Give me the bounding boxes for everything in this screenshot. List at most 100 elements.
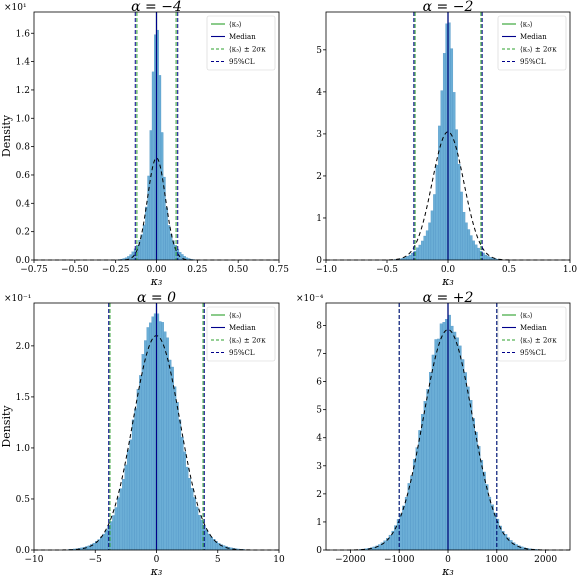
histogram-bar	[207, 533, 211, 551]
x-tick-label: 0.00	[146, 265, 166, 275]
histogram-bar	[180, 437, 184, 551]
y-tick-label: 6	[316, 378, 322, 388]
histogram-bar	[474, 244, 478, 261]
histogram-bar	[197, 515, 201, 551]
histogram-bar	[430, 210, 434, 261]
legend-entry: 95%CL	[520, 58, 546, 66]
panel-title: α = −2	[423, 0, 474, 15]
histogram-bar	[437, 338, 441, 551]
y-tick-label: 3	[316, 130, 322, 140]
x-tick-label: 0.25	[187, 265, 207, 275]
legend-box	[497, 15, 567, 71]
histogram-bar	[122, 479, 125, 551]
histogram-bar	[431, 354, 435, 551]
histogram-bar	[102, 533, 106, 551]
histogram-bar	[440, 90, 444, 261]
y-tick-label: 1	[316, 214, 322, 224]
histogram-bar	[474, 431, 478, 551]
x-tick-label: −5	[89, 555, 103, 565]
y-axis-label: Density	[0, 405, 13, 448]
histogram-bar	[450, 48, 454, 261]
histogram-bar	[482, 471, 486, 551]
legend: ⟨κ₃⟩ Median ⟨κ₃⟩ ± 2σκ 95%CL	[497, 306, 567, 362]
histogram-bar	[195, 506, 199, 551]
chart-panel-3: −10 −5 0 5 10 0.0 0.5 1.0 1.5 2.0 α = 0 κ₃ Density ×1…	[0, 290, 285, 578]
x-tick-label: 0.5	[502, 265, 517, 275]
x-tick-label: 1.0	[563, 265, 578, 275]
histogram-bar	[410, 475, 414, 551]
y-tick-label: 8	[316, 321, 322, 331]
histogram-bar	[421, 414, 424, 551]
histogram-bar	[402, 505, 406, 551]
histogram-bar	[175, 402, 179, 551]
histogram-bar	[434, 339, 438, 551]
histogram-bar	[477, 247, 480, 261]
x-tick-label: 0.75	[269, 265, 289, 275]
y-tick-label: 1.2	[16, 86, 30, 96]
chart-panel-1: −0.75 −0.50 −0.25 0.00 0.25 0.50 0.75 0.0 0.2 0.4…	[0, 0, 289, 288]
chart-panel-4: −2000 −1000 0 1000 2000 0 1 2 3 4 5 6 7 8 α = +2 κ₃ ×10⁻…	[296, 290, 571, 578]
histogram-bar	[193, 497, 196, 551]
histogram-bar	[112, 515, 116, 551]
y-offset-text: ×10¹	[4, 3, 27, 13]
histogram-bar	[469, 235, 473, 261]
histogram-bar	[148, 322, 152, 551]
legend-entry: 95%CL	[229, 349, 255, 357]
legend-entry: ⟨κ₃⟩	[520, 21, 533, 29]
histogram-bar	[126, 449, 130, 551]
histogram-bar	[124, 464, 128, 551]
histogram-bar	[129, 254, 132, 261]
histogram-bar	[142, 224, 146, 261]
histogram-bar	[378, 544, 382, 551]
y-tick-label: 1.0	[16, 444, 31, 454]
x-tick-label: −0.25	[102, 265, 130, 275]
histogram-bar	[169, 233, 173, 261]
histogram-bar	[141, 354, 145, 551]
histogram-bar	[490, 504, 494, 551]
histogram-bar	[167, 225, 171, 261]
histogram-bar	[394, 525, 398, 551]
x-tick-label: −1000	[384, 555, 415, 565]
x-tick-label: −10	[25, 555, 44, 565]
histogram-bar	[139, 375, 142, 551]
histogram-bar	[183, 451, 187, 551]
histogram-bar	[421, 240, 424, 261]
y-offset-text: ×10⁻¹	[4, 294, 31, 304]
x-tick-label: −1.0	[315, 265, 337, 275]
histogram-bar	[461, 359, 465, 551]
x-axis-label: κ₃	[441, 565, 454, 578]
y-tick-label: 0	[316, 256, 322, 266]
y-tick-label: 3	[316, 462, 322, 472]
x-tick-label: 10	[273, 555, 285, 565]
y-tick-label: 1.6	[16, 29, 31, 39]
histogram-bar	[460, 191, 463, 261]
x-tick-label: 5	[215, 555, 221, 565]
histogram-bar	[145, 206, 148, 261]
legend-entry: ⟨κ₃⟩	[229, 21, 242, 29]
panel-title: α = 0	[137, 290, 176, 306]
histogram-bar	[415, 447, 419, 551]
y-tick-label: 1	[316, 518, 322, 528]
x-tick-label: 2000	[534, 555, 557, 565]
y-tick-label: 0.2	[16, 228, 30, 238]
histogram-bar	[166, 337, 169, 551]
histogram-bar	[131, 419, 135, 551]
histogram-bar	[514, 544, 518, 551]
histogram-bar	[144, 340, 147, 551]
legend: ⟨κ₃⟩ Median ⟨κ₃⟩ ± 2σκ 95%CL	[497, 15, 567, 71]
histogram-bar	[435, 164, 439, 261]
histogram-bar	[151, 316, 155, 551]
histogram-bar	[423, 401, 427, 551]
x-tick-label: 0	[154, 555, 160, 565]
x-tick-label: −0.75	[20, 265, 48, 275]
histogram-bar	[504, 534, 508, 551]
histogram-bar	[418, 244, 422, 261]
legend-entry: ⟨κ₃⟩ ± 2σκ	[520, 337, 557, 345]
histogram-bar	[408, 254, 412, 261]
y-tick-label: 1.5	[16, 393, 31, 403]
histogram-bar	[458, 345, 462, 551]
x-tick-label: −2000	[335, 555, 366, 565]
y-tick-label: 4	[316, 88, 322, 98]
legend-entry: ⟨κ₃⟩ ± 2σκ	[229, 337, 266, 345]
